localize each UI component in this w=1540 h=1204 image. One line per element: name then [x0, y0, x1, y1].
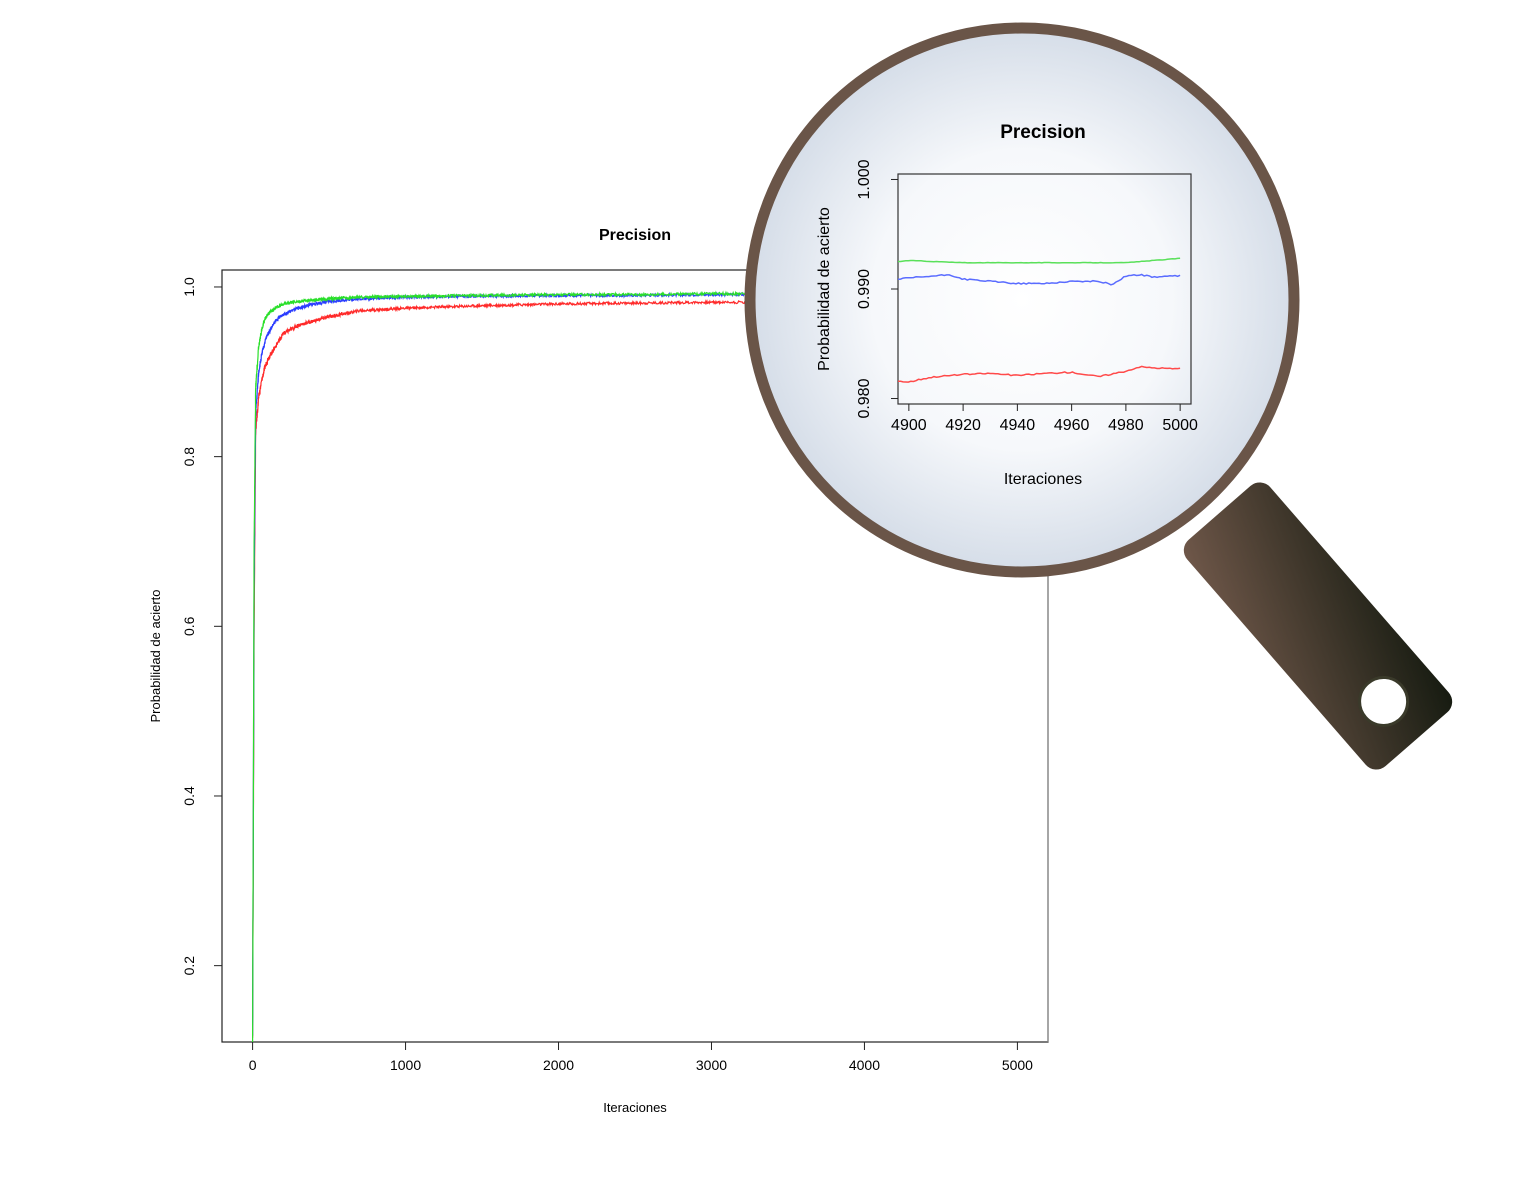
x-tick-label: 4920: [945, 417, 981, 434]
y-tick-label: 0.990: [856, 269, 873, 309]
x-tick-label: 2000: [543, 1057, 574, 1073]
series-line-2: [898, 273, 1181, 286]
y-tick-label: 0.980: [856, 378, 873, 418]
series-line-3: [898, 257, 1181, 264]
y-tick-label: 0.2: [181, 956, 197, 976]
series-line-1: [898, 365, 1181, 383]
main-chart-title: Precision: [599, 227, 671, 244]
x-tick-label: 4000: [849, 1057, 880, 1073]
y-tick-label: 0.8: [181, 447, 197, 467]
y-tick-label: 0.4: [181, 786, 197, 806]
zoom-y-axis: 0.980 0.990 1.000: [856, 159, 898, 419]
magnifier-lens: [744, 22, 1300, 578]
x-tick-label: 0: [249, 1057, 257, 1073]
main-y-axis: 0.2 0.4 0.6 0.8 1.0: [181, 277, 222, 975]
y-tick-label: 1.000: [856, 159, 873, 199]
zoom-chart-title: Precision: [1000, 122, 1086, 143]
main-y-axis-label: Probabilidad de acierto: [148, 590, 163, 723]
main-x-axis: 0 1000 2000 3000 4000 5000: [249, 1042, 1033, 1073]
series-line-2: [252, 291, 810, 1036]
x-tick-label: 4940: [1000, 417, 1036, 434]
main-x-axis-label: Iteraciones: [603, 1100, 667, 1115]
series-line-1: [252, 298, 810, 1038]
zoom-x-axis-label: Iteraciones: [1004, 471, 1082, 488]
magnifier-icon: [744, 22, 1453, 770]
x-tick-label: 4980: [1108, 417, 1144, 434]
zoom-series-group: [898, 257, 1181, 383]
y-tick-label: 1.0: [181, 277, 197, 297]
x-tick-label: 5000: [1162, 417, 1198, 434]
zoom-y-axis-label: Probabilidad de acierto: [816, 207, 833, 371]
magnifier-handle-hole: [1358, 675, 1410, 727]
zoom-x-axis: 4900 4920 4940 4960 4980 5000: [891, 404, 1198, 434]
zoom-chart: Precision 4900 4920 4940 4960 4980 5000 0.980…: [816, 122, 1198, 488]
magnifier-handle: [1183, 482, 1453, 770]
x-tick-label: 4960: [1054, 417, 1090, 434]
main-series-group: [252, 290, 810, 1042]
x-tick-label: 4900: [891, 417, 927, 434]
x-tick-label: 1000: [390, 1057, 421, 1073]
y-tick-label: 0.6: [181, 616, 197, 636]
series-line-3: [252, 290, 810, 1042]
x-tick-label: 3000: [696, 1057, 727, 1073]
x-tick-label: 5000: [1002, 1057, 1033, 1073]
